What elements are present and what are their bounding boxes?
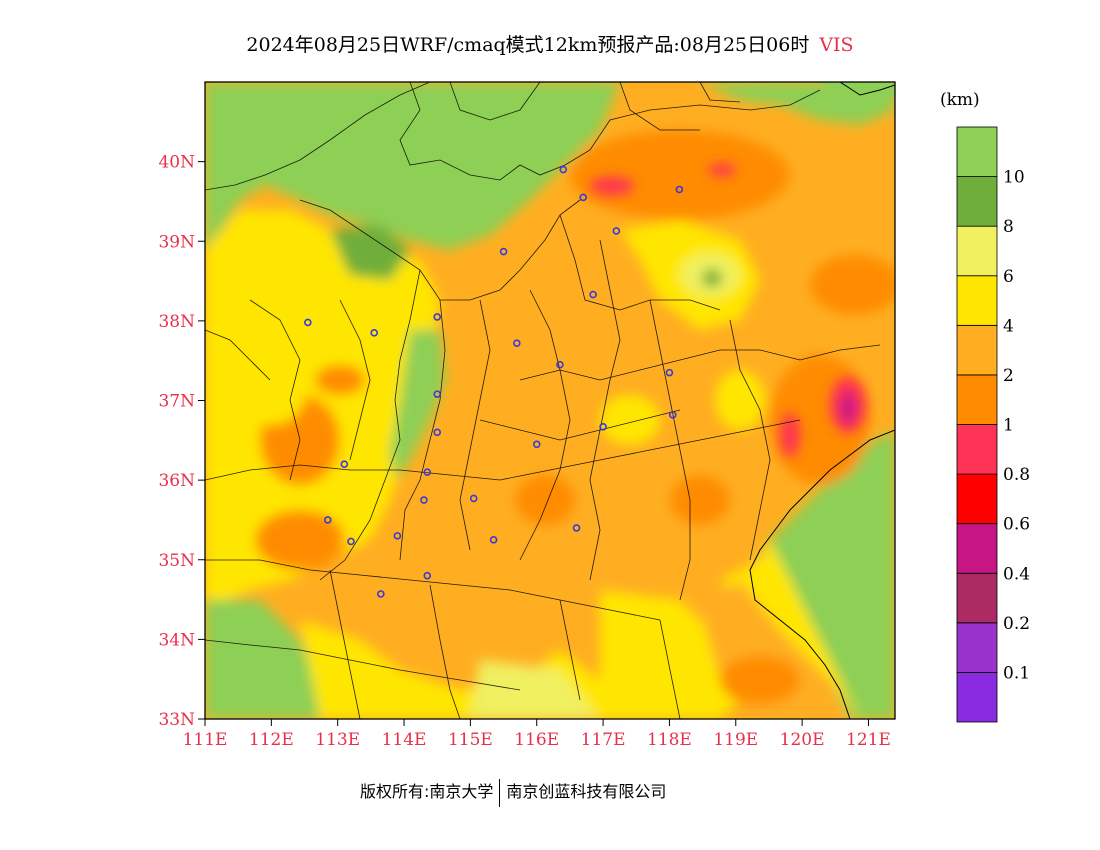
lon-tick-label: 121E xyxy=(846,730,891,750)
station-marker xyxy=(579,193,587,202)
station-marker xyxy=(532,440,541,449)
station-marker xyxy=(304,318,312,327)
station-marker xyxy=(420,496,428,504)
colorbar-label: 10 xyxy=(1003,168,1025,188)
station-marker xyxy=(572,524,581,532)
title-main: 2024年08月25日WRF/cmaq模式12km预报产品:08月25日06时 xyxy=(246,34,810,56)
copyright-left: 版权所有:南京大学 xyxy=(360,782,494,801)
station-marker xyxy=(370,329,378,337)
colorbar-label: 0.8 xyxy=(1003,465,1030,485)
lon-tick-label: 116E xyxy=(514,730,559,750)
lon-tick-label: 113E xyxy=(315,730,360,750)
station-marker xyxy=(559,165,568,174)
lat-tick-label: 39N xyxy=(158,232,195,252)
colorbar-bin xyxy=(956,523,998,574)
station-marker xyxy=(675,185,684,194)
colorbar-label: 8 xyxy=(1003,217,1014,237)
station-marker xyxy=(499,247,508,256)
lon-tick-label: 118E xyxy=(647,730,692,750)
colorbar-bin xyxy=(956,275,998,326)
station-marker xyxy=(556,360,564,369)
lon-tick-label: 117E xyxy=(581,730,626,750)
longitude-axis: 111E 112E 113E 114E 115E 116E 117E 118E 119E 120E… xyxy=(183,719,891,750)
station-marker xyxy=(433,428,442,437)
lat-tick-label: 40N xyxy=(158,153,195,173)
copyright-separator xyxy=(499,778,501,807)
station-marker xyxy=(423,571,432,580)
lat-tick-label: 37N xyxy=(158,392,195,412)
station-marker xyxy=(433,313,442,321)
colorbar-label: 4 xyxy=(1003,316,1014,336)
station-marker xyxy=(489,536,498,544)
station-marker xyxy=(469,494,478,503)
title-variable: VIS xyxy=(819,34,854,56)
lon-tick-label: 111E xyxy=(183,730,228,750)
colorbar-bin xyxy=(956,672,998,723)
lon-tick-label: 114E xyxy=(382,730,427,750)
colorbar-unit: (km) xyxy=(940,90,980,110)
station-marker xyxy=(377,590,385,598)
colorbar-bin xyxy=(956,424,998,475)
colorbar-bin xyxy=(956,622,998,673)
colorbar-label: 6 xyxy=(1003,267,1014,287)
station-marker xyxy=(612,227,621,235)
station-markers xyxy=(304,165,684,598)
lat-tick-label: 38N xyxy=(158,312,195,332)
station-marker xyxy=(599,422,607,431)
colorbar-label: 0.2 xyxy=(1003,614,1030,634)
latitude-axis: 33N 34N 35N 36N 37N 38N 39N 40N xyxy=(158,153,205,730)
colorbar-label: 0.6 xyxy=(1003,515,1030,535)
station-marker xyxy=(393,532,402,540)
colorbar-label: 0.4 xyxy=(1003,564,1030,584)
lon-tick-label: 120E xyxy=(780,730,825,750)
station-marker xyxy=(340,460,349,469)
colorbar-bin xyxy=(956,374,998,425)
station-marker xyxy=(347,537,355,546)
colorbar-label: 2 xyxy=(1003,366,1014,386)
colorbar-bin xyxy=(956,572,998,624)
station-marker xyxy=(665,368,674,377)
lat-tick-label: 34N xyxy=(158,630,195,650)
colorbar-bin xyxy=(956,126,998,177)
map-fields xyxy=(205,82,895,719)
station-marker xyxy=(433,390,442,398)
colorbar-bin xyxy=(956,324,998,376)
station-marker xyxy=(423,468,432,476)
lon-tick-label: 112E xyxy=(249,730,294,750)
colorbar-bin xyxy=(956,176,998,227)
lat-tick-label: 33N xyxy=(158,710,195,730)
colorbar-bin xyxy=(956,473,998,525)
copyright-right: 南京创蓝科技有限公司 xyxy=(506,782,667,801)
lon-tick-label: 119E xyxy=(713,730,758,750)
lon-tick-label: 115E xyxy=(448,730,493,750)
station-marker xyxy=(513,339,521,347)
colorbar-bin xyxy=(956,225,998,277)
colorbar-label: 0.1 xyxy=(1003,663,1030,683)
lat-tick-label: 36N xyxy=(158,471,195,491)
lat-tick-label: 35N xyxy=(158,551,195,571)
station-marker xyxy=(668,411,677,419)
map-title: 2024年08月25日WRF/cmaq模式12km预报产品:08月25日06时 V… xyxy=(0,30,1100,57)
colorbar-label: 1 xyxy=(1003,416,1014,436)
station-marker xyxy=(323,516,332,524)
station-marker xyxy=(589,290,597,299)
copyright: 版权所有:南京大学 南京创蓝科技有限公司 xyxy=(360,778,666,807)
